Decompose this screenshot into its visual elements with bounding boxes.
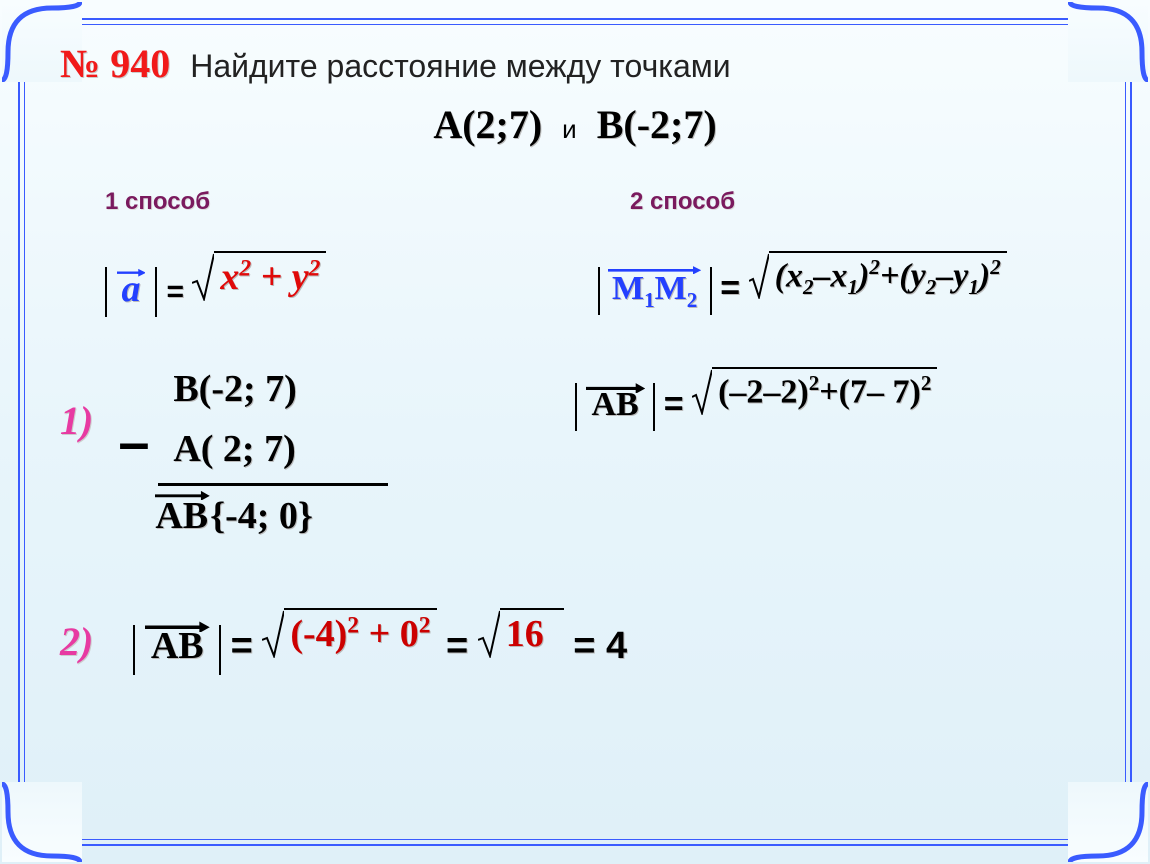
b-coords: B(-2; 7) xyxy=(173,367,388,411)
point-b: B(-2;7) xyxy=(597,102,717,147)
step-1-label: 1) xyxy=(60,397,93,444)
final-calc: AB = (-4)2 + 02 = 16 = 4 xyxy=(133,608,627,674)
method1-label: 1 способ xyxy=(105,188,210,215)
ab-vector-1: AB xyxy=(155,495,208,537)
formula-2-rhs: (x2–x1)2+(y2–y1)2 xyxy=(769,251,1007,300)
method2-label: 2 способ xyxy=(630,188,735,215)
final-sqrt-1: (-4)2 + 02 xyxy=(284,608,436,656)
problem-number: № 940 xyxy=(60,41,170,86)
method2-calc: (–2–2)2+(7– 7)2 xyxy=(712,367,937,411)
formula-1: a = x2 + y2 xyxy=(105,251,326,317)
subtraction-block: – B(-2; 7) A( 2; 7) AB {-4; 0} xyxy=(173,367,388,538)
ab-calc-method2: AB = (–2–2)2+(7– 7)2 xyxy=(575,367,937,431)
step-2-label: 2) xyxy=(60,618,93,665)
formula-1-rhs: x2 + y2 xyxy=(214,251,326,299)
ab-coords: {-4; 0} xyxy=(210,495,313,537)
points-line: A(2;7) и B(-2;7) xyxy=(60,101,1090,148)
minus-sign: – xyxy=(118,409,149,474)
final-sqrt-2: 16 xyxy=(500,608,564,656)
point-a: A(2;7) xyxy=(433,102,542,147)
formula-2: M1M2 = (x2–x1)2+(y2–y1)2 xyxy=(598,251,1007,315)
task-text: Найдите расстояние между точками xyxy=(190,48,730,84)
header-line: № 940 Найдите расстояние между точками xyxy=(60,40,1090,87)
and-text: и xyxy=(562,114,577,144)
final-result: 4 xyxy=(606,625,627,667)
m1m2-symbol: M1M2 xyxy=(612,270,697,307)
a-coords: A( 2; 7) xyxy=(173,427,388,471)
